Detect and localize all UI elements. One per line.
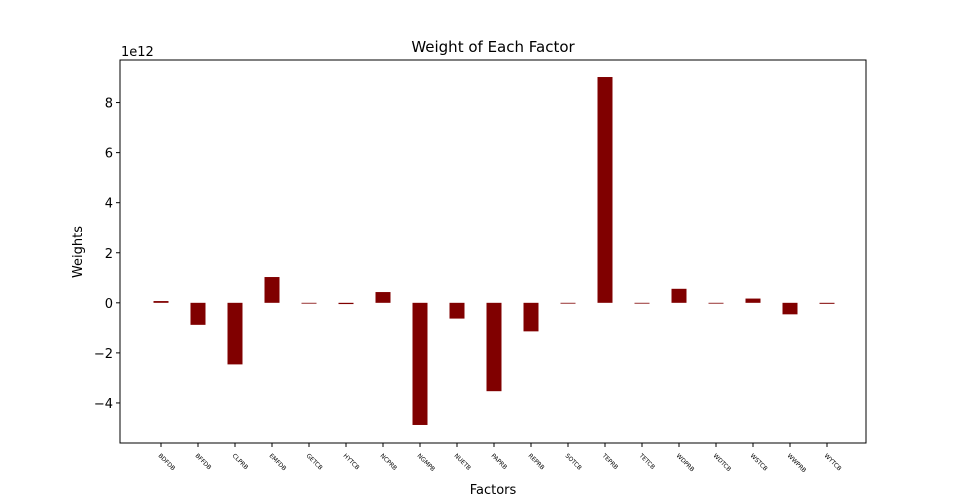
x-tick-label: WYTCB [823, 452, 843, 472]
x-tick-label: EMFDB [268, 452, 288, 472]
bar-wstcb [745, 298, 761, 303]
x-tick-label: WDTCB [712, 452, 733, 473]
y-tick-label: 4 [105, 197, 113, 212]
bar-ncprb [375, 292, 391, 303]
x-tick-label: REPRB [527, 452, 546, 471]
x-tick-label: TETCB [637, 452, 656, 471]
bar-nuetb [449, 302, 465, 319]
x-tick-label: NGMPB [416, 452, 437, 473]
x-tick-label: WWPRB [786, 452, 808, 474]
plot-area: −4 −2 0 2 4 6 8 BDFDB BFFDB CLPRB EMFDB GETCB HYTCB N… [94, 59, 867, 474]
bar-paprb [486, 302, 502, 392]
bar-hytcb [338, 302, 354, 305]
bar-wdtcb [708, 302, 724, 304]
x-tick-label: SOTCB [564, 452, 583, 471]
y-tick-label: −2 [94, 347, 113, 362]
bar-ngmpb [412, 302, 428, 425]
x-tick-label: WDPRB [675, 452, 696, 473]
bar-getcb [301, 302, 317, 304]
y-tick-label: 8 [105, 97, 113, 112]
bar-wdprb [671, 288, 687, 303]
bar-wwprb [782, 302, 798, 315]
bar-bdfdb [153, 301, 169, 303]
bar-bffdb [190, 302, 206, 325]
x-tick-label: BDFDB [157, 452, 177, 472]
y-offset-label: 1e12 [121, 45, 154, 60]
x-tick-label: PAPRB [490, 452, 509, 471]
x-tick-label: TEPRB [600, 452, 619, 471]
plot-frame [119, 59, 867, 444]
chart-title: Weight of Each Factor [411, 38, 575, 56]
x-tick-label: GETCB [305, 452, 324, 471]
x-tick-label: NCPRB [379, 452, 399, 472]
x-tick-label: WSTCB [749, 452, 769, 472]
bar-clprb [227, 302, 243, 365]
y-tick-label: 2 [105, 247, 113, 262]
bar-emfdb [264, 277, 280, 303]
x-tick-label: HYTCB [342, 452, 361, 471]
bar-teprb [597, 77, 613, 303]
y-axis-label: Weights [71, 226, 86, 278]
bar-sotcb [560, 302, 576, 304]
y-tick-label: −4 [94, 397, 113, 412]
bar-reprb [523, 302, 539, 332]
bar-tetcb [634, 302, 650, 304]
x-tick-label: NUETB [453, 452, 472, 471]
y-tick-label: 0 [105, 297, 113, 312]
bar-wytcb [819, 302, 835, 304]
x-tick-label: CLPRB [231, 452, 250, 471]
y-tick-label: 6 [105, 147, 113, 162]
x-axis-label: Factors [470, 483, 517, 498]
x-tick-label: BFFDB [194, 452, 213, 471]
